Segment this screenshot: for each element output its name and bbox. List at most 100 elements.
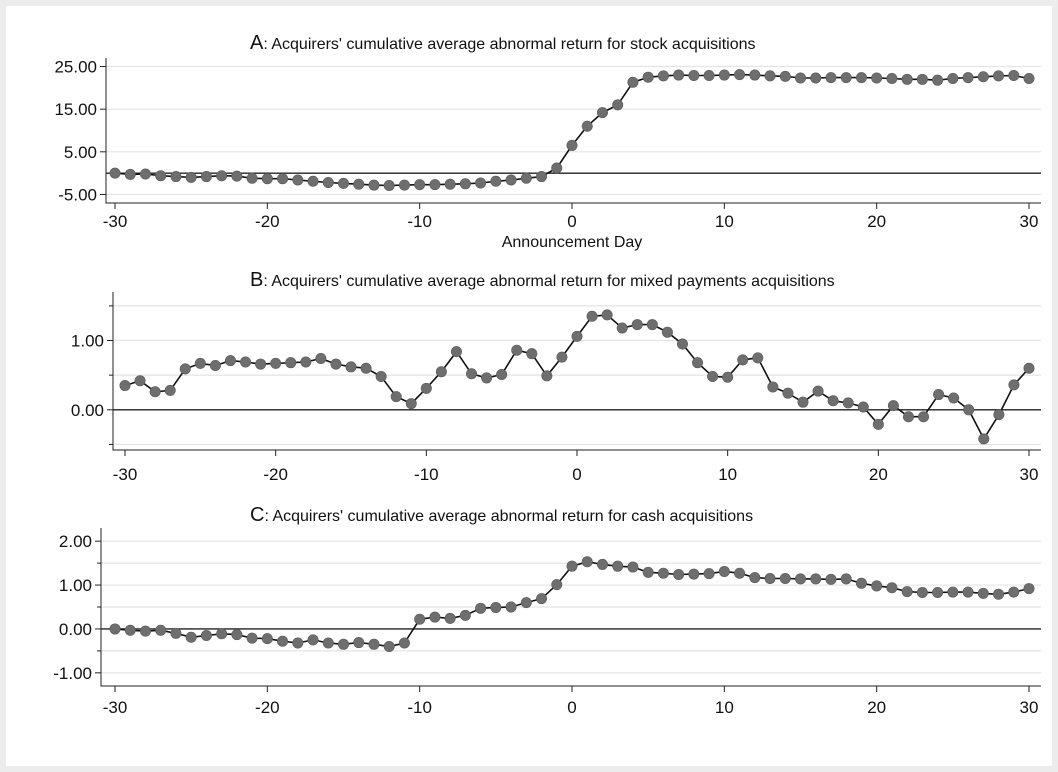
data-point [749,69,761,81]
data-point [390,391,402,403]
data-point [752,352,764,364]
data-point [360,362,372,374]
data-point [255,358,267,370]
x-tick-label: 10 [718,465,737,484]
data-point [526,348,538,360]
data-point [414,613,426,625]
x-tick-label: -20 [255,212,280,231]
y-tick-label: 0.00 [59,620,92,639]
panel-title: C: Acquirers' cumulative average abnorma… [250,504,753,526]
panel-letter: C [250,504,264,526]
data-point [825,573,837,585]
x-tick-label: 0 [567,212,576,231]
x-tick-label: -30 [113,465,138,484]
data-point [231,629,243,641]
data-point [429,179,441,191]
data-point [490,175,502,187]
data-point [541,370,553,382]
x-tick-label: 20 [867,212,886,231]
y-tick-label: 2.00 [59,532,92,551]
data-point [857,401,869,413]
data-point [657,567,669,579]
data-point [673,69,685,81]
data-point [993,588,1005,600]
data-point [977,587,989,599]
data-point [916,587,928,599]
data-point [840,573,852,585]
x-tick-label: -20 [263,465,288,484]
data-point [840,72,852,84]
data-point [947,586,959,598]
data-point [475,177,487,189]
y-tick-label: 25.00 [54,58,97,77]
data-point [322,177,334,189]
data-point [505,174,517,186]
data-point [556,351,568,363]
data-point [520,172,532,184]
y-tick-label: -5.00 [58,185,97,204]
data-point [261,173,273,185]
data-point [764,572,776,584]
data-point [1023,583,1035,595]
x-axis-label: Announcement Day [502,234,643,251]
data-point [353,178,365,190]
data-point [810,573,822,585]
data-point [337,177,349,189]
data-point [855,577,867,589]
x-tick-label: 0 [572,465,581,484]
data-point [581,120,593,132]
data-point [1023,362,1035,374]
data-point [481,372,493,384]
data-point [596,107,608,119]
x-tick-label: 10 [715,212,734,231]
panel-a: 25.00 15.00 5.00 -5.00 -30 -20 -10 0 10 20 30 A: Ac… [54,32,1041,251]
data-point [300,356,312,368]
data-point [368,179,380,191]
data-point [627,561,639,573]
x-tick-label: 30 [1020,465,1039,484]
data-point [566,139,578,151]
data-point [496,368,508,380]
data-point [224,355,236,367]
data-point [642,566,654,578]
data-point [551,579,563,591]
data-point [703,568,715,580]
data-point [581,556,593,568]
data-point [109,623,121,635]
data-point [947,72,959,84]
y-tick-label: 5.00 [64,143,97,162]
data-point [505,601,517,613]
data-point [718,565,730,577]
data-point [119,380,131,392]
data-point [200,171,212,183]
data-point [871,580,883,592]
data-point [459,609,471,621]
x-tick-label: 30 [1020,698,1039,717]
data-point [149,386,161,398]
data-point [932,587,944,599]
data-point [155,170,167,182]
data-point [285,357,297,369]
data-point [887,400,899,412]
data-point [536,171,548,183]
data-point [383,180,395,192]
data-point [139,168,151,180]
data-point [185,171,197,183]
data-point [707,371,719,383]
data-point [292,174,304,186]
data-point [794,573,806,585]
data-point [855,72,867,84]
data-point [466,368,478,380]
data-point [932,74,944,86]
panel-title: B: Acquirers' cumulative average abnorma… [250,269,835,291]
data-point [277,635,289,647]
data-point [812,385,824,397]
x-tick-label: -30 [103,212,128,231]
data-point [631,319,643,331]
data-point [962,586,974,598]
data-point [596,558,608,570]
data-point [797,396,809,408]
data-point [872,418,884,430]
x-tick-label: -10 [407,698,432,717]
